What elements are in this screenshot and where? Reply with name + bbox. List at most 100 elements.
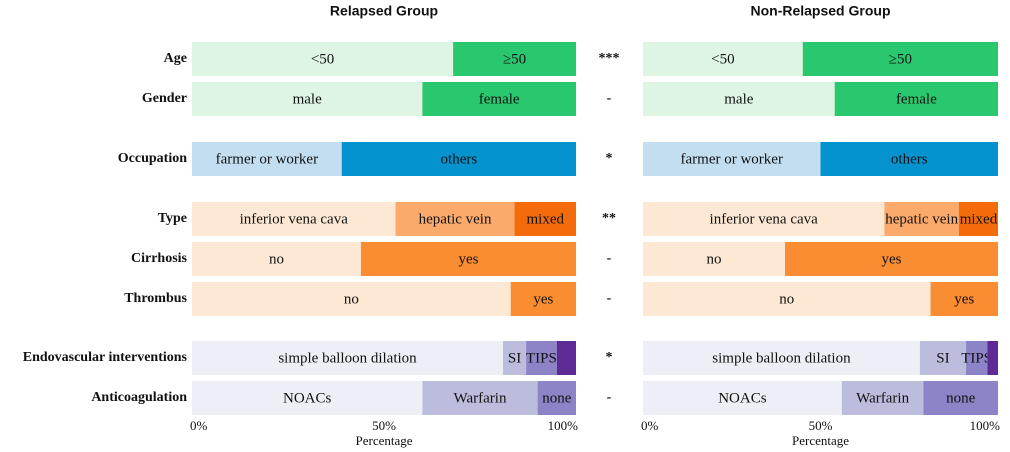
segment-label: SI (936, 350, 949, 366)
significance-marker: *** (599, 51, 620, 66)
row-label: Thrombus (124, 291, 187, 306)
segment-label: none (946, 390, 976, 406)
row-age: Age *** <50 ≥50 <50 ≥50 (164, 42, 998, 76)
panel-title-nonrelapsed: Non-Relapsed Group (750, 3, 890, 19)
bar-segment-relapsed-age-50 (192, 42, 454, 76)
segment-label: hepatic vein (885, 211, 958, 227)
bar-segment-nonrelapsed-endovascular-interventions-si (919, 341, 967, 375)
bar-segment-nonrelapsed-age-50 (802, 42, 998, 76)
bar-segment-nonrelapsed-thrombus-no (643, 282, 931, 316)
row-label: Endovascular interventions (23, 350, 188, 365)
x-tick-label-nonrelapsed: 100% (970, 418, 1001, 433)
bar-segment-relapsed-thrombus-no (192, 282, 511, 316)
segment-label: farmer or worker (216, 151, 318, 167)
segment-label: <50 (711, 51, 734, 67)
significance-marker: - (607, 251, 612, 266)
panel-title-relapsed: Relapsed Group (330, 3, 438, 19)
segment-label: yes (954, 291, 974, 307)
bar-segment-relapsed-anticoagulation-noacs (192, 381, 423, 415)
bar-segment-relapsed-anticoagulation-none (537, 381, 576, 415)
bar-segment-relapsed-type-inferior-vena-cava (192, 202, 396, 236)
bar-segment-relapsed-anticoagulation-warfarin (422, 381, 538, 415)
bar-segment-nonrelapsed-endovascular-interventions-tips (966, 341, 988, 375)
segment-label: NOACs (718, 390, 767, 406)
segment-label: NOACs (283, 390, 332, 406)
segment-label: <50 (311, 51, 334, 67)
x-axis-label-nonrelapsed: Percentage (792, 433, 849, 448)
significance-marker: * (606, 151, 613, 166)
bar-segment-nonrelapsed-cirrhosis-no (643, 242, 785, 276)
segment-label: SI (508, 350, 521, 366)
bar-segment-nonrelapsed-anticoagulation-noacs (643, 381, 842, 415)
bar-segment-relapsed-age-50 (453, 42, 576, 76)
segment-label: Warfarin (856, 390, 909, 406)
x-axes: 0% 50% 100% Percentage 0% 50% 100% Percentage (190, 418, 1000, 448)
segment-label: TIPS (961, 350, 992, 366)
segment-label: no (344, 291, 359, 307)
panel-titles: Relapsed Group Non-Relapsed Group (330, 3, 891, 19)
segment-label: others (891, 151, 928, 167)
row-label: Type (158, 211, 187, 226)
bar-segment-nonrelapsed-occupation-farmer-or-worker (643, 142, 821, 176)
significance-marker: - (607, 291, 612, 306)
bar-segment-relapsed-occupation-others (341, 142, 576, 176)
segment-label: yes (533, 291, 553, 307)
segment-label: mixed (527, 211, 565, 227)
segment-label: no (707, 251, 722, 267)
segment-label: TIPS (526, 350, 557, 366)
bar-segment-relapsed-endovascular-interventions-tips (526, 341, 557, 375)
row-endovascular-interventions: Endovascular interventions * simple balloo… (23, 341, 998, 375)
x-tick-label-relapsed: 0% (190, 418, 208, 433)
segment-label: no (269, 251, 284, 267)
bar-segment-relapsed-type-hepatic-vein (395, 202, 515, 236)
segment-label: no (779, 291, 794, 307)
segment-label: Warfarin (454, 390, 507, 406)
segment-label: farmer or worker (681, 151, 783, 167)
segment-label: ≥50 (889, 51, 912, 67)
row-cirrhosis: Cirrhosis - no yes no yes (131, 242, 998, 276)
bar-segment-relapsed-endovascular-interventions-si (503, 341, 527, 375)
x-tick-label-nonrelapsed: 50% (809, 418, 833, 433)
bar-segment-nonrelapsed-endovascular-interventions-blank (987, 341, 998, 375)
segment-label: yes (882, 251, 902, 267)
bar-segment-nonrelapsed-thrombus-yes (930, 282, 998, 316)
bar-segment-nonrelapsed-gender-male (643, 82, 835, 116)
row-label: Age (164, 51, 187, 66)
segment-label: inferior vena cava (710, 211, 819, 227)
segment-label: ≥50 (503, 51, 526, 67)
segment-label: hepatic vein (419, 211, 492, 227)
row-label: Occupation (118, 151, 187, 166)
row-anticoagulation: Anticoagulation - NOACs Warfarin none NOACs Wa… (91, 381, 998, 415)
bar-segment-relapsed-cirrhosis-no (192, 242, 361, 276)
segment-label: female (896, 91, 937, 107)
bar-segment-relapsed-endovascular-interventions-blank (556, 341, 576, 375)
row-label: Gender (142, 91, 187, 106)
segment-label: inferior vena cava (240, 211, 349, 227)
segment-label: simple balloon dilation (712, 350, 851, 366)
bar-segment-relapsed-endovascular-interventions-simple-balloon-dilation (192, 341, 504, 375)
row-occupation: Occupation * farmer or worker others farmer … (118, 142, 998, 176)
significance-marker: - (607, 390, 612, 405)
row-type: Type **inferior vena cava hepatic vein mixe… (158, 202, 998, 236)
segment-label: none (542, 390, 572, 406)
bar-segment-nonrelapsed-anticoagulation-warfarin (841, 381, 924, 415)
row-thrombus: Thrombus - no yes no yes (124, 282, 998, 316)
segment-label: mixed (960, 211, 998, 227)
bar-segment-nonrelapsed-gender-female (834, 82, 998, 116)
bar-segment-nonrelapsed-type-inferior-vena-cava (643, 202, 885, 236)
bar-segment-relapsed-cirrhosis-yes (360, 242, 576, 276)
row-label: Anticoagulation (91, 390, 187, 405)
bar-segment-relapsed-gender-female (422, 82, 576, 116)
x-tick-label-relapsed: 50% (372, 418, 396, 433)
bar-segment-nonrelapsed-type-mixed (958, 202, 998, 236)
significance-marker: - (607, 91, 612, 106)
x-tick-label-nonrelapsed: 0% (641, 418, 659, 433)
bar-segment-relapsed-type-mixed (514, 202, 576, 236)
bar-segment-relapsed-gender-male (192, 82, 423, 116)
segment-label: female (479, 91, 520, 107)
bar-segment-nonrelapsed-anticoagulation-none (923, 381, 998, 415)
bar-segment-nonrelapsed-age-50 (643, 42, 803, 76)
row-label: Cirrhosis (131, 251, 188, 266)
significance-marker: * (606, 350, 613, 365)
